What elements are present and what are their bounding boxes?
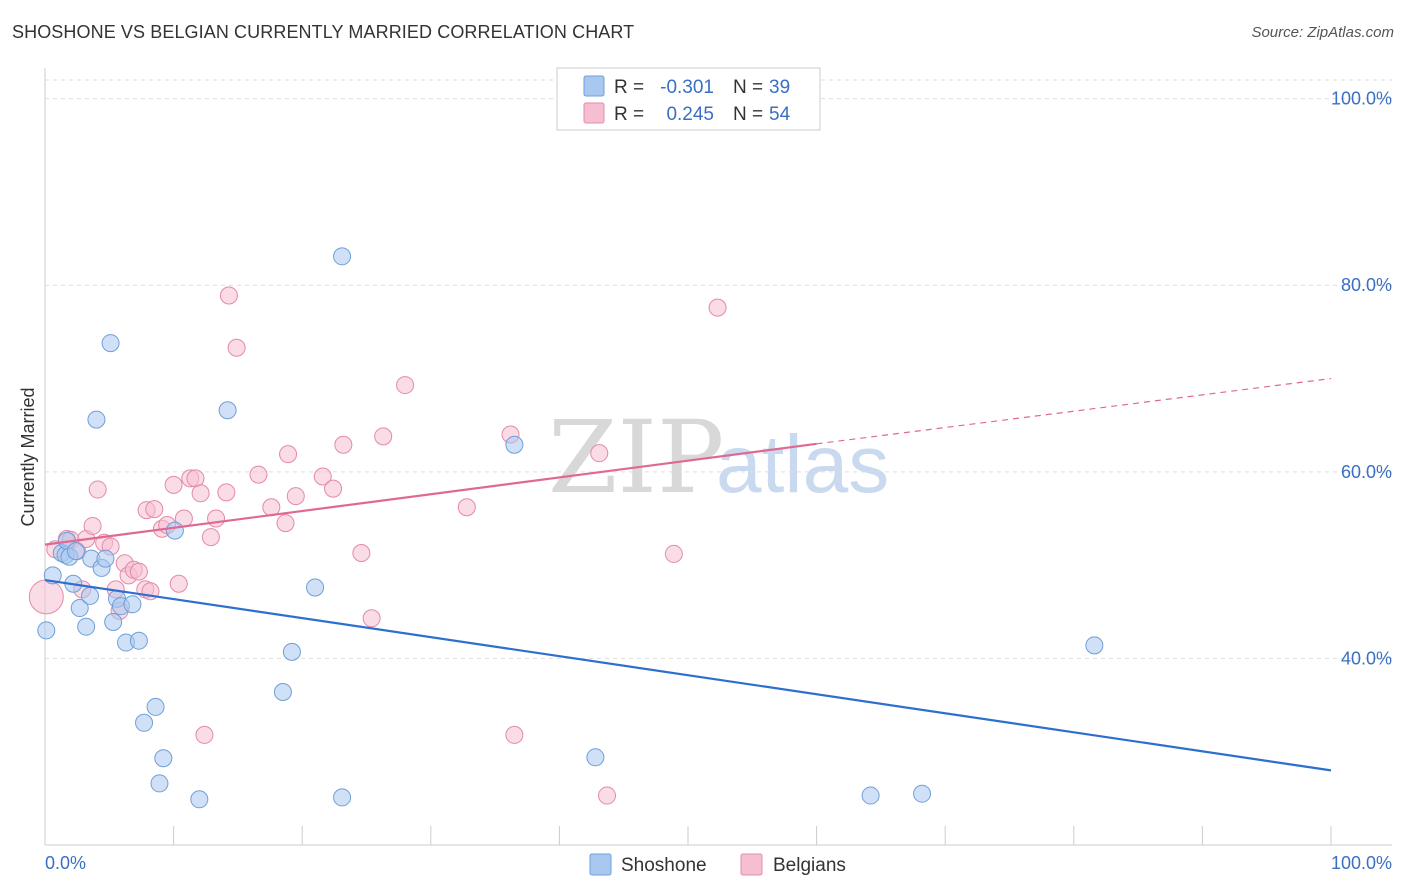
belgian-point [169, 574, 188, 593]
belgian-point [219, 286, 238, 305]
belgian-point [186, 469, 205, 488]
shoshone-trend-line [44, 578, 1332, 772]
belgians-points [28, 286, 727, 805]
series-legend: Shoshone Belgians [589, 853, 846, 876]
x-tick-label-max: 100.0% [1331, 853, 1392, 873]
shoshone-point [81, 586, 100, 605]
shoshone-point [123, 595, 142, 614]
shoshone-point [913, 784, 932, 803]
legend-n-value: 39 [769, 77, 790, 98]
legend-n-label: N = [733, 104, 763, 125]
shoshone-point [135, 713, 154, 732]
belgian-point [164, 475, 183, 494]
belgian-trend-line [44, 442, 817, 546]
shoshone-point [87, 410, 106, 429]
y-tick-label: 60.0% [1341, 462, 1392, 482]
shoshone-point [306, 578, 325, 597]
correlation-legend: R = -0.301 N = 39 R = 0.245 N = 54 [556, 67, 821, 131]
gridlines [45, 79, 1392, 659]
belgian-point [374, 427, 393, 446]
shoshone-point [218, 401, 237, 420]
belgian-point [352, 543, 371, 562]
belgian-point [195, 725, 214, 744]
belgian-point [597, 786, 616, 805]
shoshone-point [146, 697, 165, 716]
y-tick-label: 40.0% [1341, 648, 1392, 668]
shoshone-point [96, 549, 115, 568]
y-axis-label: Currently Married [18, 387, 38, 526]
shoshone-point [861, 786, 880, 805]
belgian-point [590, 444, 609, 463]
belgians-legend-swatch [740, 853, 763, 876]
legend-r-label: R = [614, 77, 644, 98]
watermark-atlas: atlas [716, 419, 889, 510]
shoshone-point [70, 599, 89, 618]
trend-lines [44, 377, 1332, 772]
shoshone-point [154, 749, 173, 768]
source-label: Source: ZipAtlas.com [1251, 24, 1394, 41]
legend-n-label: N = [733, 77, 763, 98]
x-tick-label-min: 0.0% [45, 853, 86, 873]
legend-shoshone-swatch [583, 75, 605, 97]
belgian-point [324, 479, 343, 498]
belgian-point [279, 445, 298, 464]
shoshone-point [150, 774, 169, 793]
shoshone-point [190, 790, 209, 809]
shoshone-legend-swatch [589, 853, 612, 876]
belgian-point [505, 725, 524, 744]
belgian-point [145, 500, 164, 519]
chart-title: SHOSHONE VS BELGIAN CURRENTLY MARRIED CO… [12, 22, 635, 42]
belgian-point [191, 484, 210, 503]
belgian-point [313, 467, 332, 486]
shoshone-point [273, 683, 292, 701]
belgian-point [201, 528, 220, 547]
x-ticks [173, 826, 1332, 845]
shoshone-point [333, 788, 352, 807]
belgian-trend-extension [816, 377, 1332, 445]
shoshone-point [77, 617, 96, 636]
belgian-point [217, 483, 236, 502]
belgian-point [227, 338, 246, 357]
legend-r-label: R = [614, 104, 644, 125]
belgian-point [83, 516, 102, 535]
shoshone-point [333, 247, 352, 266]
belgian-point [664, 544, 683, 563]
belgian-point [207, 509, 226, 528]
shoshone-point [129, 631, 148, 650]
shoshone-point [165, 521, 184, 540]
legend-n-value: 54 [769, 104, 791, 125]
shoshone-point [282, 642, 301, 661]
shoshone-point [104, 613, 123, 632]
belgian-point [362, 609, 381, 628]
shoshone-point [1085, 636, 1104, 655]
belgian-point [334, 435, 353, 454]
belgian-point [286, 487, 305, 506]
belgian-point [88, 480, 107, 499]
belgian-point [129, 562, 148, 581]
shoshone-legend-label: Shoshone [621, 855, 707, 876]
belgian-point [249, 465, 268, 484]
belgian-point [708, 298, 727, 317]
belgian-point [28, 579, 64, 615]
y-tick-labels: 40.0% 60.0% 80.0% 100.0% [1331, 89, 1392, 669]
watermark-zip: ZIP [548, 399, 724, 516]
y-tick-label: 80.0% [1341, 275, 1392, 295]
legend-r-value: -0.301 [660, 77, 714, 98]
shoshone-point [66, 542, 85, 561]
legend-r-value: 0.245 [666, 104, 714, 125]
belgian-point [457, 498, 476, 517]
shoshone-points [37, 247, 1104, 809]
belgian-point [396, 376, 415, 395]
y-tick-label: 100.0% [1331, 89, 1392, 109]
belgians-legend-label: Belgians [773, 855, 846, 876]
shoshone-point [37, 621, 56, 640]
shoshone-point [101, 334, 120, 353]
legend-belgian-swatch [583, 102, 605, 124]
belgian-point [276, 514, 295, 533]
shoshone-point [505, 435, 524, 454]
shoshone-point [586, 748, 605, 767]
